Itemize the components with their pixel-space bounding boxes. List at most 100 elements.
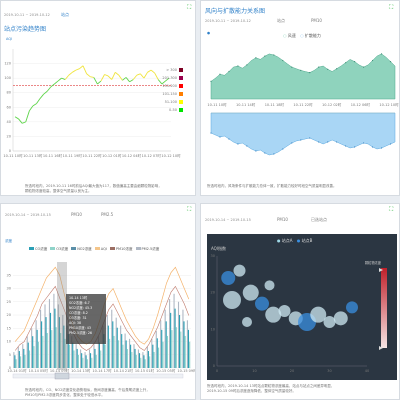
station-bubble[interactable] bbox=[265, 306, 282, 323]
diffusion-point bbox=[309, 137, 311, 139]
x-tick-label: 10-11 18时 bbox=[265, 102, 285, 107]
wind-point bbox=[255, 57, 257, 59]
legend-wind[interactable]: 风速 bbox=[287, 33, 296, 38]
expand-icon[interactable]: ⛶ bbox=[187, 4, 192, 11]
bar-pm25 bbox=[26, 336, 28, 368]
legend-label: 101-150 bbox=[162, 92, 177, 96]
station-select[interactable]: 站点 bbox=[61, 12, 69, 17]
station-bubble[interactable] bbox=[323, 316, 336, 328]
bar-pm25 bbox=[102, 325, 104, 368]
note-line-1: 所选时段内，2019-10-11 16时前后AQI最大值为117，数值偏高主要由… bbox=[25, 184, 162, 188]
pollutant-select-2[interactable]: PM2.5 bbox=[101, 212, 114, 217]
diffusion-point bbox=[389, 143, 392, 145]
legend-b[interactable]: 站点B bbox=[301, 238, 313, 243]
legend-wind-icon: ○ bbox=[283, 33, 287, 38]
station-bubble[interactable] bbox=[255, 296, 269, 311]
diffusion-point bbox=[264, 152, 266, 154]
y-tick-label: 40 bbox=[7, 120, 11, 124]
scale-handle-top bbox=[379, 268, 383, 272]
legend-label: PM10浓度 bbox=[115, 247, 133, 251]
bar-co bbox=[54, 308, 56, 368]
bar-o3 bbox=[135, 354, 137, 368]
bar-pm25 bbox=[186, 320, 188, 368]
aqi-segment bbox=[157, 79, 163, 85]
time-slider-handle bbox=[54, 372, 70, 380]
expand-icon[interactable]: ⛶ bbox=[187, 206, 192, 213]
aqi-segment bbox=[54, 80, 59, 85]
panel-title: 站点污染趋势图 bbox=[4, 26, 47, 33]
date-range[interactable]: 2019-10-11 ~ 2019-10-12 bbox=[4, 13, 50, 17]
tooltip-row: AQI: 38 bbox=[69, 321, 82, 325]
station-bubble[interactable] bbox=[346, 301, 358, 314]
bar-o3 bbox=[28, 350, 31, 368]
date-range[interactable]: 2019-10-11 ~ 2019-10-12 bbox=[205, 19, 251, 23]
bar-pm25 bbox=[133, 344, 135, 368]
aqi-segment bbox=[147, 69, 152, 73]
selection-band bbox=[57, 262, 67, 370]
station-bubble[interactable] bbox=[333, 311, 348, 326]
date-range[interactable]: 2019-10-14 ~ 2019-10-15 bbox=[5, 213, 51, 217]
aqi-label: AQI bbox=[6, 37, 13, 41]
bar-co bbox=[174, 308, 176, 368]
date-range[interactable]: 2019-10-14 ~ 2019-10-15 bbox=[205, 218, 251, 222]
station-bubble[interactable] bbox=[233, 264, 246, 277]
legend-label: 51-100 bbox=[165, 100, 177, 104]
pollutant-select[interactable]: PM10 bbox=[71, 212, 82, 217]
bar-pm25 bbox=[129, 338, 131, 368]
expand-icon[interactable]: ⛶ bbox=[389, 206, 394, 213]
pollutant-select[interactable]: PM10 bbox=[277, 217, 288, 222]
station-bubble[interactable] bbox=[278, 305, 291, 317]
analysis-note: 所选时段内，2019-10-11 16时前后AQI最大值为117，数值偏高主要由… bbox=[25, 184, 162, 194]
legend-label: > 300 bbox=[166, 68, 177, 72]
bar-co bbox=[58, 317, 60, 368]
station-bubble[interactable] bbox=[264, 280, 275, 291]
station-bubble[interactable] bbox=[223, 291, 241, 309]
legend-item[interactable]: AQI bbox=[94, 247, 107, 251]
legend-diffusion[interactable]: 扩散能力 bbox=[304, 33, 321, 38]
wind-point bbox=[273, 54, 275, 56]
bar-pm25 bbox=[142, 352, 144, 368]
wind-point bbox=[246, 64, 248, 66]
expand-icon[interactable]: ⛶ bbox=[389, 4, 394, 11]
station-select[interactable]: 已选站点 bbox=[311, 217, 327, 222]
bar-o3 bbox=[122, 344, 124, 368]
bar-co bbox=[156, 338, 158, 368]
bar-pm25 bbox=[84, 352, 86, 368]
station-bubble[interactable] bbox=[221, 271, 236, 285]
bar-co bbox=[14, 355, 16, 368]
x-tick-label: 10-15 05时 bbox=[156, 368, 176, 373]
bar-pm25 bbox=[48, 299, 51, 368]
bar-co bbox=[94, 348, 96, 368]
station-select[interactable]: 站点 bbox=[277, 18, 285, 23]
bar-o3 bbox=[82, 357, 84, 368]
pollutant-select[interactable]: PM10 bbox=[311, 18, 322, 23]
station-bubble[interactable] bbox=[242, 317, 252, 327]
bar-o3 bbox=[113, 335, 115, 368]
station-bubble[interactable] bbox=[310, 306, 327, 323]
bar-pm25 bbox=[124, 333, 126, 368]
station-bubble[interactable] bbox=[242, 284, 259, 301]
aqi-segment bbox=[100, 74, 105, 82]
bar-o3 bbox=[149, 356, 151, 368]
bar-pm25 bbox=[151, 338, 153, 368]
legend-item[interactable]: CO浓度 bbox=[29, 247, 47, 251]
aqi-segment bbox=[161, 80, 166, 85]
diffusion-point bbox=[291, 142, 293, 144]
aqi-segment bbox=[154, 72, 159, 80]
legend: ○ 风速 ○ 扩散能力 bbox=[283, 33, 321, 39]
legend-item[interactable]: PM2.5浓度 bbox=[135, 247, 159, 251]
legend-item[interactable]: O3浓度 bbox=[50, 247, 68, 251]
x-tick-label: 10-14 13时 bbox=[71, 368, 91, 373]
legend-item[interactable]: NO2浓度 bbox=[71, 247, 92, 251]
aqi-segment bbox=[61, 77, 66, 81]
y-tick-label: 120 bbox=[4, 62, 11, 66]
bar-pm25 bbox=[17, 346, 19, 368]
y-tick-label: 30 bbox=[7, 287, 11, 291]
legend-a[interactable]: 站点A bbox=[281, 238, 293, 243]
note-line-1: 所选时段内，2019-10-14 13时站点颗粒物浓度最高，站点与站点之间差异明… bbox=[207, 384, 335, 388]
legend-item[interactable]: PM10浓度 bbox=[109, 247, 133, 251]
bar-co bbox=[112, 321, 114, 368]
x-tick-label: 30 bbox=[327, 369, 331, 373]
chart-label: ● bbox=[207, 31, 211, 35]
